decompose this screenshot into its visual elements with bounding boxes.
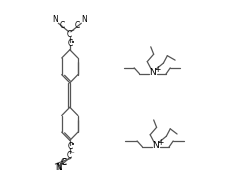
Text: N: N (149, 68, 156, 77)
Text: C: C (68, 142, 73, 151)
Text: •: • (70, 40, 75, 46)
Text: ⁻: ⁻ (70, 152, 74, 157)
Text: N: N (81, 15, 87, 24)
Text: ⁻: ⁻ (70, 30, 74, 35)
Text: C: C (75, 21, 80, 30)
Text: +: + (154, 65, 160, 74)
Text: C: C (62, 158, 67, 167)
Text: C: C (67, 30, 72, 39)
Text: N: N (55, 163, 61, 172)
Text: N: N (57, 163, 62, 172)
Text: C: C (60, 158, 66, 167)
Text: +: + (157, 138, 163, 147)
Text: C: C (67, 152, 72, 160)
Text: •: • (70, 143, 75, 148)
Text: C: C (60, 21, 65, 30)
Text: N: N (152, 141, 159, 150)
Text: C: C (68, 39, 73, 48)
Text: N: N (52, 15, 58, 24)
